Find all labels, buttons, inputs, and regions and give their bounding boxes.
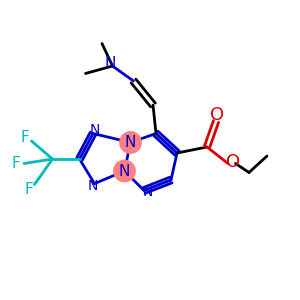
Text: O: O bbox=[226, 153, 241, 171]
Text: N: N bbox=[89, 124, 100, 137]
Circle shape bbox=[113, 160, 136, 182]
Text: N: N bbox=[104, 56, 116, 70]
Text: F: F bbox=[11, 156, 20, 171]
Text: F: F bbox=[20, 130, 29, 146]
Circle shape bbox=[119, 131, 142, 154]
Text: F: F bbox=[24, 182, 33, 196]
Text: N: N bbox=[125, 135, 136, 150]
Text: N: N bbox=[88, 179, 98, 193]
Text: N: N bbox=[119, 164, 130, 178]
Text: O: O bbox=[210, 106, 225, 124]
Text: N: N bbox=[142, 185, 153, 199]
